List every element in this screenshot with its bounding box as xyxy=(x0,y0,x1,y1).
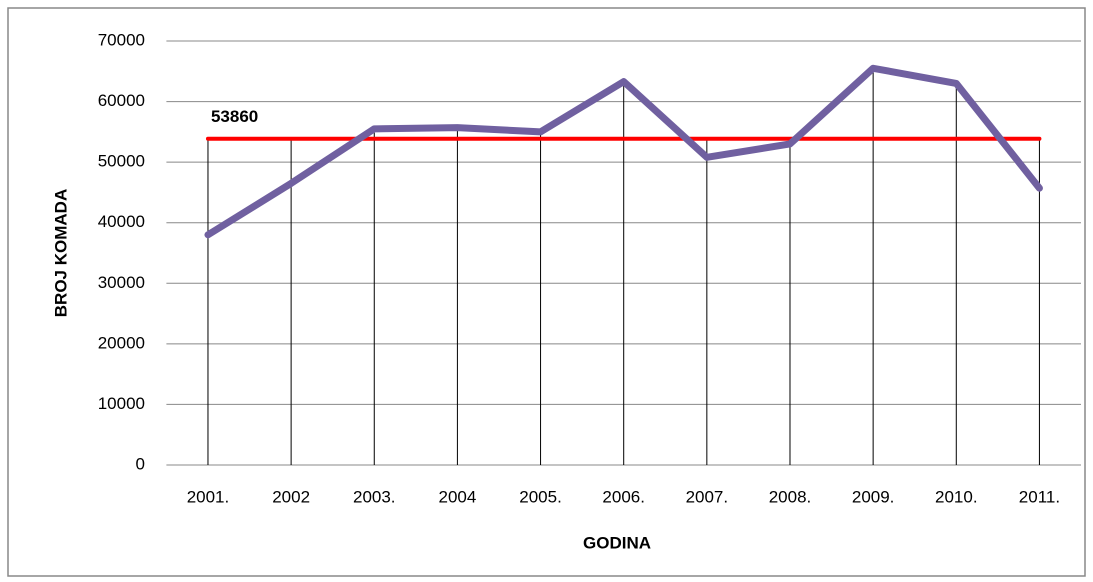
x-tick-label: 2003. xyxy=(353,487,396,506)
x-tick-label: 2004 xyxy=(438,487,476,506)
x-tick-label: 2008. xyxy=(769,487,812,506)
x-tick-label: 2002 xyxy=(272,487,310,506)
x-tick-label: 2010. xyxy=(935,487,978,506)
x-tick-label: 2009. xyxy=(852,487,895,506)
x-tick-label: 2007. xyxy=(686,487,729,506)
y-tick-label: 10000 xyxy=(98,394,145,413)
x-tick-label: 2011. xyxy=(1019,487,1060,506)
data-line xyxy=(204,64,1043,239)
x-tick-label: 2001. xyxy=(187,487,230,506)
chart-frame xyxy=(7,7,1086,577)
y-tick-label: 20000 xyxy=(98,333,145,352)
x-tick-label: 2006. xyxy=(602,487,645,506)
y-tick-label: 60000 xyxy=(98,91,145,110)
y-tick-label: 70000 xyxy=(98,30,145,49)
x-tick-label: 2005. xyxy=(519,487,562,506)
y-axis-label: BROJ KOMADA xyxy=(51,189,70,317)
x-axis-label: GODINA xyxy=(583,533,651,552)
y-tick-label: 40000 xyxy=(98,212,145,231)
y-tick-label: 0 xyxy=(136,454,145,473)
data-label: 53860 xyxy=(211,107,258,126)
y-tick-label: 50000 xyxy=(98,152,145,171)
y-tick-label: 30000 xyxy=(98,273,145,292)
